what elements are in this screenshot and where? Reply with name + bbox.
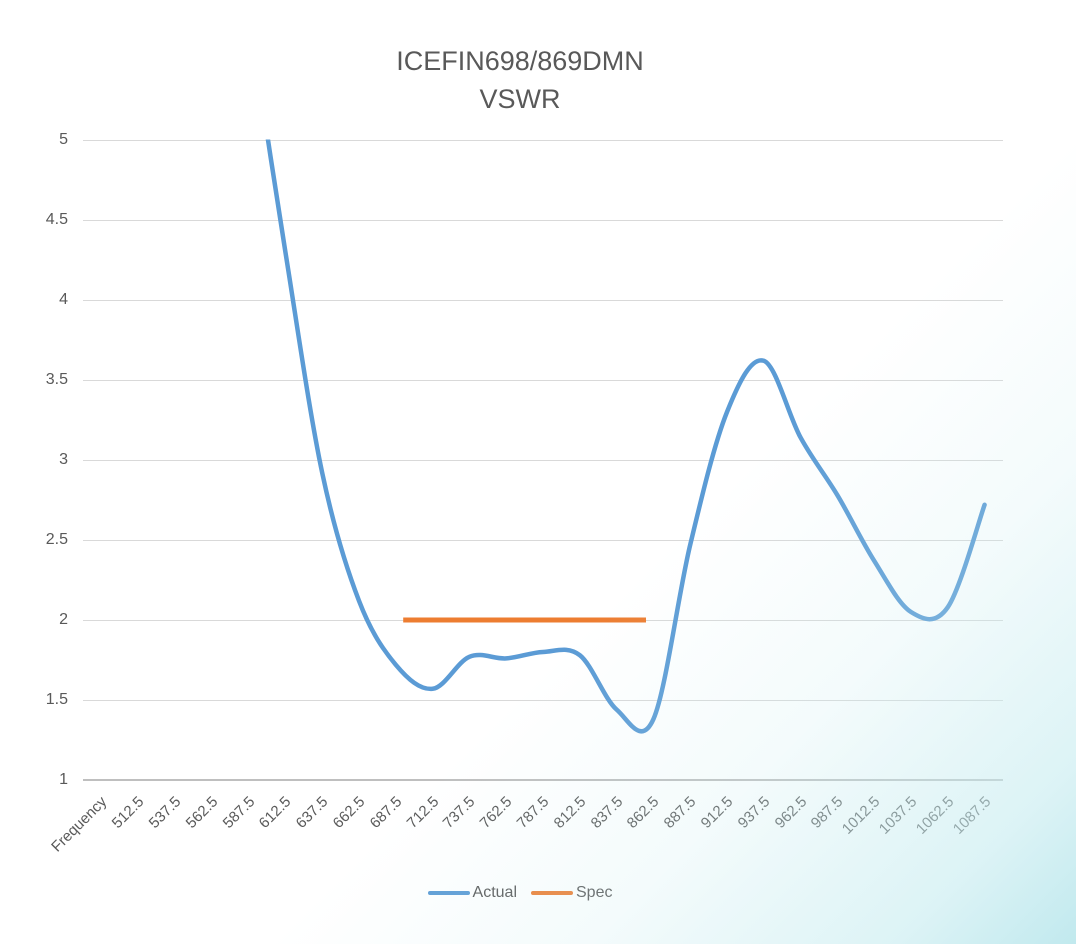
actual-series-line[interactable]	[249, 12, 987, 734]
legend-label-spec: Spec	[576, 884, 613, 901]
legend-item-spec[interactable]: Spec	[531, 884, 612, 902]
actual-line-swatch	[427, 891, 470, 895]
legend-item-actual[interactable]: Actual	[427, 884, 517, 902]
legend-label-actual: Actual	[472, 884, 517, 901]
chart-legend: Actual Spec	[0, 884, 1040, 902]
spec-line-swatch	[531, 891, 573, 895]
